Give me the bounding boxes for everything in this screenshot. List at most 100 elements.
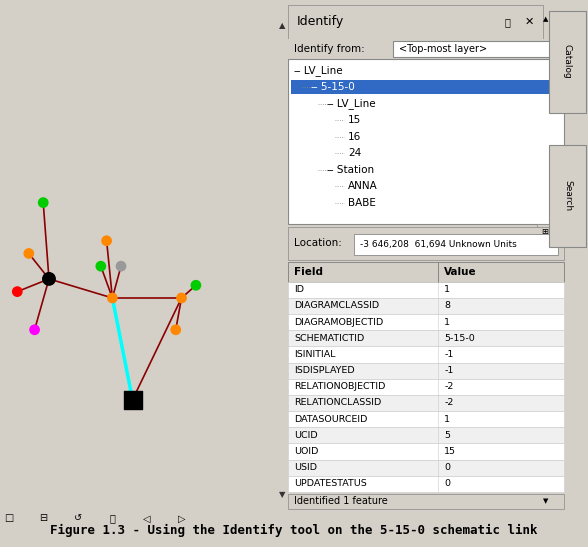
Text: 1: 1 [444,318,450,327]
Bar [278,16,287,41]
Bar [288,282,564,298]
Text: Search: Search [563,180,572,211]
Text: 24: 24 [348,148,362,158]
Text: -2: -2 [444,398,453,408]
Bar [549,11,586,113]
Text: -3 646,208  61,694 Unknown Units: -3 646,208 61,694 Unknown Units [360,240,517,249]
Text: -1: -1 [444,350,453,359]
Text: Field: Field [294,267,323,277]
Bar [288,494,564,509]
Text: ▼: ▼ [279,490,286,499]
Text: RELATIONOBJECTID: RELATIONOBJECTID [294,382,386,391]
Point [108,294,117,302]
Text: ‒ LV_Line: ‒ LV_Line [327,98,376,109]
Text: Location:: Location: [294,238,342,248]
Bar [288,314,564,330]
Text: 16: 16 [348,132,362,142]
Bar [288,330,564,346]
Bar [288,427,564,444]
Text: Identified 1 feature: Identified 1 feature [294,497,388,507]
Point [24,249,34,258]
Text: ▼: ▼ [549,45,556,54]
Bar [288,444,564,459]
Text: 0: 0 [444,479,450,488]
Text: <Top-most layer>: <Top-most layer> [399,44,487,54]
Text: ISDISPLAYED: ISDISPLAYED [294,366,355,375]
Bar [288,395,564,411]
Point [12,287,22,296]
Text: Identify: Identify [297,15,345,28]
Text: 1: 1 [444,286,450,294]
Point [191,281,201,290]
Bar [288,476,564,492]
Text: UOID: UOID [294,447,319,456]
Point [177,294,186,302]
Text: RELATIONCLASSID: RELATIONCLASSID [294,398,382,408]
Text: ▲: ▲ [543,16,548,22]
Point [116,262,126,271]
Text: 📌: 📌 [504,17,510,27]
Text: Value: Value [444,267,477,277]
Point [39,198,48,207]
Bar [393,40,558,57]
Text: -2: -2 [444,382,453,391]
Text: 0: 0 [444,463,450,472]
Bar [537,224,564,240]
Bar [288,346,564,363]
Text: ‒ 5-15-0: ‒ 5-15-0 [310,82,355,92]
Text: ◁: ◁ [143,513,151,523]
Bar [288,227,564,260]
Bar [288,459,564,476]
Bar [288,59,564,224]
Text: ✕: ✕ [525,17,534,27]
Text: Catalog: Catalog [563,44,572,79]
Text: -1: -1 [444,366,453,375]
Text: ‒ Station: ‒ Station [327,165,374,174]
Point [171,325,181,334]
Text: 8: 8 [444,301,450,311]
Text: ↺: ↺ [74,513,82,523]
Text: ▷: ▷ [178,513,185,523]
Point [128,395,137,404]
Text: DIAGRAMCLASSID: DIAGRAMCLASSID [294,301,379,311]
Text: □: □ [4,513,14,523]
Text: ‒ LV_Line: ‒ LV_Line [294,65,343,76]
Text: Identify from:: Identify from: [294,44,365,54]
Text: 5-15-0: 5-15-0 [444,334,475,343]
Text: UPDATESTATUS: UPDATESTATUS [294,479,367,488]
Text: USID: USID [294,463,317,472]
Text: ▲: ▲ [279,21,286,30]
Text: DIAGRAMOBJECTID: DIAGRAMOBJECTID [294,318,383,327]
Text: ▐: ▐ [552,228,559,236]
Bar [288,263,564,282]
Bar [288,379,564,395]
Point [30,325,39,334]
Text: 1: 1 [444,415,450,423]
Text: ⊟: ⊟ [39,513,47,523]
Point [96,262,106,271]
Text: ⏸: ⏸ [109,513,115,523]
Bar [288,38,588,59]
Text: ⊞: ⊞ [542,228,549,236]
Bar [288,298,564,314]
Bar [354,235,558,255]
Text: 5: 5 [444,431,450,440]
Bar [288,411,564,427]
Text: SCHEMATICTID: SCHEMATICTID [294,334,365,343]
Point [102,236,111,245]
Text: DATASOURCEID: DATASOURCEID [294,415,368,423]
Text: BABE: BABE [348,197,376,208]
Point [44,275,54,283]
Text: 15: 15 [348,115,362,125]
Bar [288,363,564,379]
Text: 15: 15 [444,447,456,456]
Text: Figure 1.3 - Using the Identify tool on the 5-15-0 schematic link: Figure 1.3 - Using the Identify tool on … [50,524,538,537]
Text: ANNA: ANNA [348,181,378,191]
Text: ▼: ▼ [543,498,548,504]
Bar [291,79,561,94]
Text: UCID: UCID [294,431,318,440]
FancyBboxPatch shape [288,5,543,38]
Text: ISINITIAL: ISINITIAL [294,350,336,359]
Bar [549,145,586,247]
Text: ID: ID [294,286,304,294]
